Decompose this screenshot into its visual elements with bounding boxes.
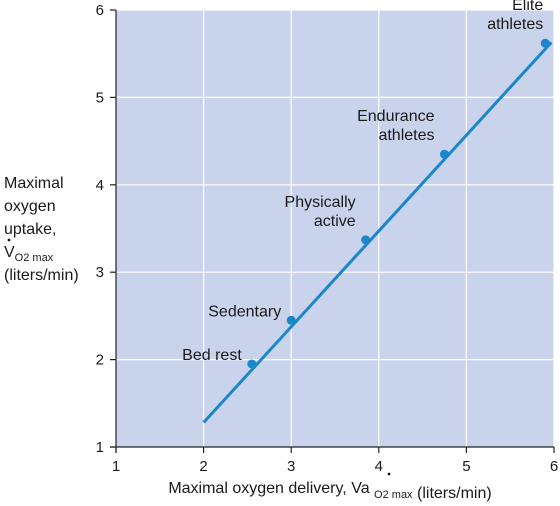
x-axis-label-text: Maximal oxygen delivery, bbox=[168, 480, 346, 497]
point-label: Sedentary bbox=[208, 303, 281, 320]
x-tick-label: 3 bbox=[287, 458, 295, 475]
data-point bbox=[440, 149, 449, 159]
gridlines bbox=[116, 9, 555, 447]
y-axis-label-line: Maximal bbox=[4, 175, 64, 192]
trend-line bbox=[202, 41, 553, 424]
y-tick-label: 1 bbox=[96, 439, 104, 456]
y-axis-label: Maximal oxygen uptake, VO2 max (liters/min) bbox=[4, 175, 79, 284]
point-labels: Bed rest Sedentary Physically active Enduran… bbox=[182, 0, 543, 364]
data-point bbox=[247, 359, 257, 369]
x-tick-label: 5 bbox=[462, 458, 470, 475]
x-axis-label-symbol: Va bbox=[351, 480, 369, 497]
y-axis-label-line: oxygen bbox=[4, 198, 56, 215]
point-label: Endurance athletes bbox=[357, 108, 434, 144]
plot-background bbox=[116, 10, 554, 447]
y-tick-label: 3 bbox=[96, 264, 104, 281]
data-point bbox=[540, 38, 550, 48]
tick-labels: 1 2 3 4 5 6 1 2 3 4 5 6 bbox=[96, 2, 559, 475]
x-tick-label: 4 bbox=[375, 458, 383, 475]
point-label: Physically active bbox=[285, 194, 356, 230]
y-tick-label: 4 bbox=[96, 177, 104, 194]
x-axis-label-units: (liters/min) bbox=[417, 485, 492, 502]
x-tick-label: 2 bbox=[199, 458, 207, 475]
y-tick-label: 2 bbox=[96, 352, 104, 369]
data-point bbox=[361, 235, 371, 245]
x-axis-label-dot bbox=[387, 472, 391, 476]
point-label: Elite athletes bbox=[487, 0, 543, 33]
y-axis-label-symbol-line: VO2 max bbox=[4, 244, 54, 264]
data-point bbox=[286, 315, 296, 325]
axes bbox=[110, 9, 555, 453]
y-axis-label-units: (liters/min) bbox=[4, 267, 79, 284]
y-axis-label-line: uptake, bbox=[4, 221, 56, 238]
y-tick-label: 6 bbox=[96, 2, 104, 19]
x-tick-label: 1 bbox=[112, 458, 120, 475]
point-label: Bed rest bbox=[182, 347, 242, 364]
y-axis-label-dot bbox=[7, 238, 11, 242]
data-points bbox=[247, 38, 550, 369]
y-tick-label: 5 bbox=[96, 89, 104, 106]
x-tick-label: 6 bbox=[550, 458, 558, 475]
x-axis-label-subscript: O2 max bbox=[374, 489, 413, 501]
x-axis-label: Maximal oxygen delivery, Va O2 max (lite… bbox=[168, 480, 491, 502]
